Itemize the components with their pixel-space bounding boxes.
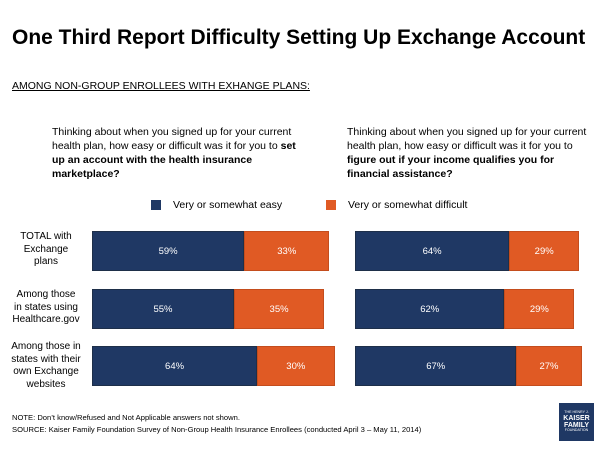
row-label-line: Healthcare.gov [12,314,80,326]
bar-easy: 67% [355,346,517,386]
bar-difficult-label: 35% [269,303,289,315]
row-label: Among those in states with their own Excha… [4,341,88,391]
bar-easy-label: 67% [426,360,446,372]
bar-easy: 64% [355,231,510,271]
bar-difficult: 27% [516,346,582,386]
row-label-line: own Exchange [13,366,79,377]
bar-easy: 59% [92,231,245,271]
bar-easy-label: 59% [158,245,178,257]
bar-row: 55% 35% [92,289,350,329]
row-label-line: Exchange [23,243,69,255]
population-subtitle: AMONG NON-GROUP ENROLLEES WITH EXHANGE P… [12,80,310,92]
bar-row: 62% 29% [355,289,596,329]
bar-difficult: 29% [504,289,575,329]
legend-difficult-swatch [326,200,336,210]
legend-easy-swatch [151,200,161,210]
bar-easy: 55% [92,289,234,329]
bar-easy-label: 64% [422,245,442,257]
row-label-line: TOTAL with [20,231,72,243]
question-left-prefix: Thinking about when you signed up for yo… [52,126,292,152]
bar-easy-label: 62% [420,303,440,315]
note-text: NOTE: Don’t know/Refused and Not Applica… [12,413,240,422]
row-label-line: websites [26,378,66,390]
bar-row: 59% 33% [92,231,350,271]
bar-difficult-label: 29% [529,303,549,315]
bar-easy: 64% [92,346,258,386]
legend-difficult-label: Very or somewhat difficult [348,199,468,211]
question-right-prefix: Thinking about when you signed up for yo… [347,126,587,152]
legend-difficult: Very or somewhat difficult [326,199,467,211]
bar-row: 64% 29% [355,231,596,271]
row-label: Among those in states using Healthcare.gov [4,289,88,327]
row-label-line: Among those in [11,341,81,352]
source-text: SOURCE: Kaiser Family Foundation Survey … [12,425,422,434]
logo-line-3: FAMILY [563,422,590,429]
bar-difficult: 30% [257,346,335,386]
question-left-bold: set up an account with the health insura… [52,140,296,180]
row-label-line: plans [34,256,58,268]
row-label-line: in states using [14,301,78,313]
page-title: One Third Report Difficulty Setting Up E… [12,26,586,49]
row-label: TOTAL with Exchange plans [4,231,88,269]
legend-easy: Very or somewhat easy [151,199,282,211]
logo-line-1: THE HENRY J. [564,410,589,415]
bar-easy: 62% [355,289,505,329]
bar-difficult-label: 33% [277,245,297,257]
bar-easy-label: 55% [153,303,173,315]
bar-easy-label: 64% [165,360,185,372]
legend-easy-label: Very or somewhat easy [173,199,283,211]
bar-row: 67% 27% [355,346,596,386]
row-label-line: states with their [11,353,81,365]
bar-row: 64% 30% [92,346,350,386]
question-left: Thinking about when you signed up for yo… [52,125,304,181]
footnotes: NOTE: Don’t know/Refused and Not Applica… [12,412,421,436]
bar-difficult-label: 29% [534,245,554,257]
bar-difficult-label: 27% [539,360,559,372]
bar-difficult-label: 30% [286,360,306,372]
bar-difficult: 29% [509,231,580,271]
row-label-line: Among those [16,289,76,301]
logo-line-4: FOUNDATION [564,428,589,432]
bar-difficult: 33% [244,231,330,271]
question-right-bold: figure out if your income qualifies you … [347,154,555,180]
logo-line-2: KAISER [563,415,590,422]
kff-logo: THE HENRY J. KAISER FAMILY FOUNDATION [559,403,594,441]
bar-difficult: 35% [233,289,325,329]
question-right: Thinking about when you signed up for yo… [347,125,595,181]
